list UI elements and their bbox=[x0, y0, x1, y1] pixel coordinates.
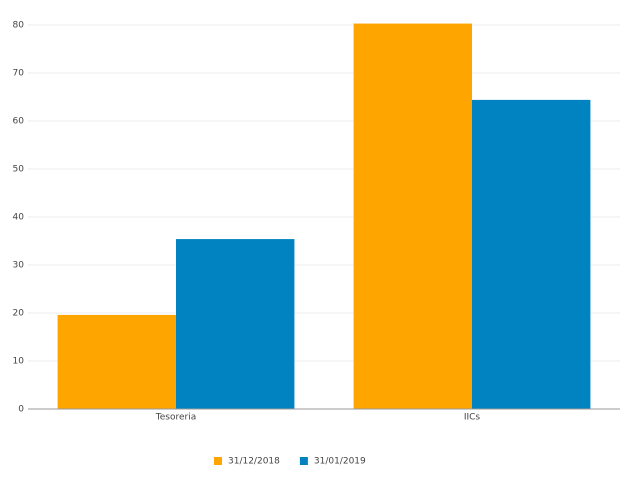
y-tick-label: 70 bbox=[13, 69, 25, 79]
y-tick-label: 80 bbox=[13, 21, 25, 31]
bar bbox=[353, 23, 472, 410]
legend-label: 31/01/2019 bbox=[314, 457, 366, 467]
y-tick-label: 50 bbox=[13, 165, 25, 175]
bar bbox=[176, 239, 295, 409]
x-tick-label: IICs bbox=[464, 413, 481, 423]
x-tick-label: Tesoreria bbox=[155, 413, 196, 423]
legend-label: 31/12/2018 bbox=[228, 457, 280, 467]
legend-swatch bbox=[299, 457, 308, 465]
legend-swatch bbox=[214, 457, 222, 465]
bar bbox=[472, 99, 591, 409]
bar bbox=[57, 314, 176, 409]
y-tick-label: 60 bbox=[13, 117, 25, 127]
y-tick-label: 30 bbox=[13, 261, 25, 271]
y-tick-label: 0 bbox=[18, 405, 24, 415]
y-tick-label: 20 bbox=[13, 309, 25, 319]
y-tick-label: 40 bbox=[13, 213, 25, 223]
y-tick-label: 10 bbox=[13, 357, 25, 367]
